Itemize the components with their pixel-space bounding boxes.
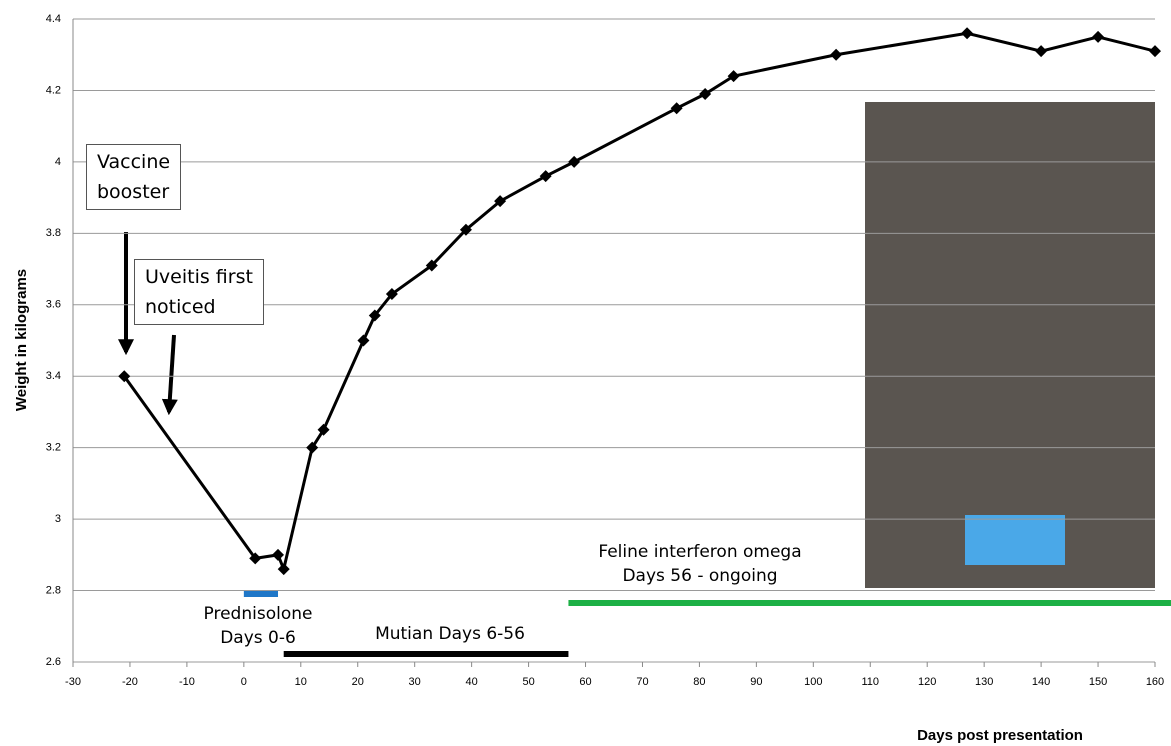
- x-tick-label: 30: [409, 676, 421, 688]
- chart: Weight in kilograms Days post presentati…: [0, 0, 1171, 746]
- x-tick-label: 20: [352, 676, 364, 688]
- marker: [278, 563, 290, 575]
- x-tick-label: -20: [122, 676, 138, 688]
- x-tick-label: -10: [179, 676, 195, 688]
- marker: [830, 49, 842, 61]
- arrow: [169, 335, 174, 412]
- y-tick-label: 3.4: [46, 370, 61, 382]
- annotation: Uveitis first noticed: [134, 259, 264, 325]
- x-tick-label: 0: [241, 676, 247, 688]
- x-tick-label: 70: [636, 676, 648, 688]
- y-tick-label: 4: [55, 156, 61, 168]
- x-tick-label: 80: [693, 676, 705, 688]
- x-tick-label: 110: [861, 676, 879, 688]
- y-tick-label: 3.8: [46, 227, 61, 239]
- x-tick-label: 140: [1032, 676, 1050, 688]
- x-tick-label: -30: [65, 676, 81, 688]
- x-tick-label: 60: [579, 676, 591, 688]
- x-tick-label: 130: [975, 676, 993, 688]
- marker: [1035, 45, 1047, 57]
- x-tick-label: 90: [750, 676, 762, 688]
- treatment-label: Feline interferon omega Days 56 - ongoin…: [560, 540, 840, 588]
- x-tick-label: 50: [522, 676, 534, 688]
- marker: [1149, 45, 1161, 57]
- x-tick-label: 160: [1146, 676, 1164, 688]
- y-tick-label: 4.4: [46, 13, 61, 25]
- marker: [357, 335, 369, 347]
- x-tick-label: 150: [1089, 676, 1107, 688]
- treatment-label: Mutian Days 6-56: [340, 622, 560, 646]
- x-tick-label: 10: [295, 676, 307, 688]
- scale-display: [965, 515, 1065, 565]
- marker: [540, 170, 552, 182]
- y-tick-label: 3: [55, 513, 61, 525]
- x-tick-label: 40: [466, 676, 478, 688]
- y-tick-label: 2.8: [46, 584, 61, 596]
- x-axis-title: Days post presentation: [917, 727, 1083, 744]
- marker: [272, 549, 284, 561]
- x-tick-label: 100: [804, 676, 822, 688]
- page: {"chart_data": {"type": "line", "y_label…: [0, 0, 1171, 746]
- treatment-label: Prednisolone Days 0-6: [178, 602, 338, 650]
- marker: [568, 156, 580, 168]
- marker: [1092, 31, 1104, 43]
- y-tick-label: 3.2: [46, 442, 61, 454]
- marker: [961, 27, 973, 39]
- x-tick-label: 120: [918, 676, 936, 688]
- y-tick-label: 3.6: [46, 299, 61, 311]
- y-tick-label: 2.6: [46, 656, 61, 668]
- y-axis-title: Weight in kilograms: [13, 269, 30, 411]
- marker: [671, 102, 683, 114]
- y-tick-label: 4.2: [46, 84, 61, 96]
- annotation: Vaccine booster: [86, 144, 181, 210]
